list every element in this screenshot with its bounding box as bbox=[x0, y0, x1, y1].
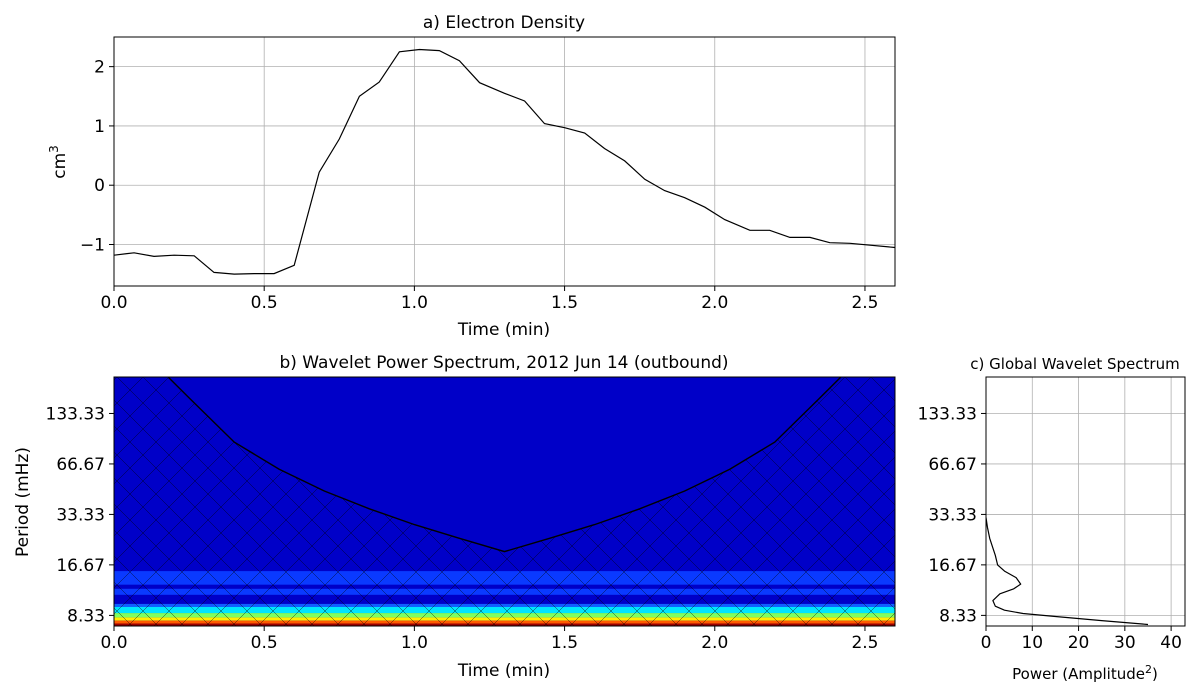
panel-wavelet-power: b) Wavelet Power Spectrum, 2012 Jun 14 (… bbox=[13, 353, 896, 681]
panel-b-frame bbox=[113, 376, 896, 627]
panel-a-title: a) Electron Density bbox=[423, 13, 585, 33]
panel-b-xlabel: Time (min) bbox=[457, 661, 550, 681]
panel-c-data bbox=[986, 517, 1149, 626]
panel-c-ytick-label: 16.67 bbox=[928, 556, 977, 576]
panel-b-data bbox=[114, 377, 895, 626]
panel-c-frame bbox=[985, 376, 1186, 627]
panel-b-title: b) Wavelet Power Spectrum, 2012 Jun 14 (… bbox=[279, 353, 728, 373]
panel-a-ytick-label: 0 bbox=[94, 176, 105, 196]
panel-a-xtick-label: 2.5 bbox=[851, 293, 878, 313]
panel-a-series-line bbox=[114, 48, 895, 275]
panel-b-coi-hatch bbox=[114, 377, 895, 626]
panel-b-ytick-label: 16.67 bbox=[56, 556, 105, 576]
panel-a-ticks: 0.0 0.5 1.0 1.5 2.0 2.5 −1 0 1 2 bbox=[80, 58, 879, 313]
panel-a-xtick-label: 0.5 bbox=[251, 293, 278, 313]
panel-a-ytick-label: 2 bbox=[94, 58, 105, 78]
panel-b-xtick-label: 0.0 bbox=[100, 633, 127, 653]
panel-a-grid bbox=[113, 37, 895, 286]
panel-b-ytick-label: 33.33 bbox=[56, 505, 105, 525]
panel-b-ytick-label: 133.33 bbox=[46, 404, 105, 424]
panel-a-xlabel: Time (min) bbox=[457, 320, 550, 340]
panel-b-xtick-label: 2.5 bbox=[851, 633, 878, 653]
panel-c-xlabel-exponent: 2 bbox=[1145, 663, 1152, 676]
panel-c-grid bbox=[985, 377, 1185, 626]
panel-c-ticks: 0 10 20 30 40 8.33 16.67 33.33 66.67 133.33 bbox=[918, 404, 1182, 653]
panel-c-title: c) Global Wavelet Spectrum bbox=[970, 355, 1179, 373]
panel-a-ylabel-unit: cm bbox=[50, 153, 70, 179]
panel-c-xlabel: Power (Amplitude2) bbox=[1012, 663, 1158, 683]
panel-b-ytick-label: 8.33 bbox=[67, 606, 105, 626]
panel-c-xlabel-text: Power (Amplitude bbox=[1012, 665, 1145, 683]
panel-c-ytick-label: 133.33 bbox=[918, 404, 977, 424]
panel-a-ylabel-exponent: 3 bbox=[47, 145, 61, 153]
panel-c-xtick-label: 40 bbox=[1160, 633, 1182, 653]
panel-a-data bbox=[114, 48, 895, 275]
panel-b-xtick-label: 2.0 bbox=[701, 633, 728, 653]
panel-a-ytick-label: −1 bbox=[80, 236, 105, 256]
panel-a-xtick-label: 1.0 bbox=[401, 293, 428, 313]
panel-b-ylabel: Period (mHz) bbox=[13, 447, 33, 557]
panel-b-xtick-label: 1.0 bbox=[401, 633, 428, 653]
panel-c-series-line bbox=[986, 517, 1149, 626]
panel-a-xtick-label: 0.0 bbox=[100, 293, 127, 313]
panel-c-xtick-label: 0 bbox=[981, 633, 992, 653]
panel-a-ylabel: cm3 bbox=[47, 145, 70, 179]
panel-c-ytick-label: 33.33 bbox=[928, 505, 977, 525]
panel-b-coi-line bbox=[167, 377, 842, 553]
panel-global-wavelet: c) Global Wavelet Spectrum 0 10 20 30 40 8.33… bbox=[918, 355, 1186, 683]
panel-electron-density: a) Electron Density 0.0 0.5 1.0 1.5 2.0 2.5 −1… bbox=[47, 13, 896, 340]
panel-c-ytick-label: 66.67 bbox=[928, 455, 977, 475]
panel-c-xtick-label: 20 bbox=[1068, 633, 1090, 653]
panel-b-xtick-label: 1.5 bbox=[551, 633, 578, 653]
panel-a-xtick-label: 2.0 bbox=[701, 293, 728, 313]
panel-b-xtick-label: 0.5 bbox=[251, 633, 278, 653]
panel-c-xlabel-close: ) bbox=[1152, 665, 1158, 683]
panel-c-xtick-label: 10 bbox=[1021, 633, 1043, 653]
panel-a-xtick-label: 1.5 bbox=[551, 293, 578, 313]
panel-b-ticks: 0.0 0.5 1.0 1.5 2.0 2.5 8.33 16.67 33.33 66.67 133… bbox=[46, 404, 879, 653]
panel-c-xtick-label: 30 bbox=[1114, 633, 1136, 653]
panel-a-frame bbox=[113, 36, 896, 287]
panel-a-ytick-label: 1 bbox=[94, 117, 105, 137]
panel-b-ytick-label: 66.67 bbox=[56, 455, 105, 475]
panel-c-ytick-label: 8.33 bbox=[939, 606, 977, 626]
